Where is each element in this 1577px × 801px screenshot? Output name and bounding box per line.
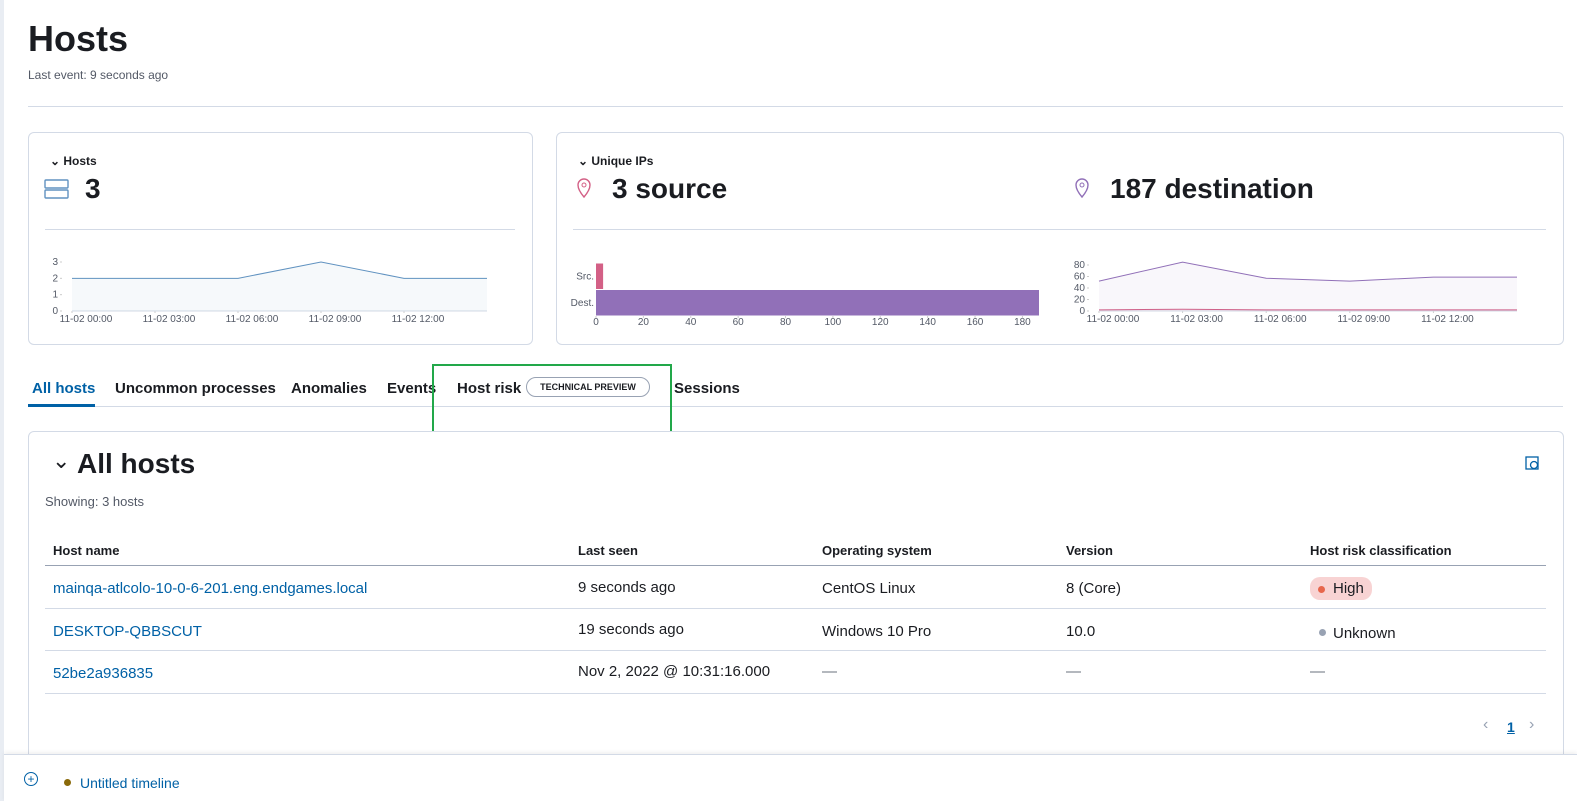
row-line <box>45 650 1546 651</box>
timeline-link[interactable]: Untitled timeline <box>80 775 180 791</box>
tab-indicator <box>28 404 95 407</box>
ips-panel <box>556 132 1564 345</box>
destination-count: 187 destination <box>1110 173 1314 204</box>
hosts-panel-label[interactable]: ⌄ Hosts <box>50 154 97 168</box>
cell: 9 seconds ago <box>578 579 676 596</box>
column-header[interactable]: Last seen <box>578 543 638 558</box>
host-link[interactable]: 52be2a936835 <box>53 665 154 682</box>
icon-part <box>1529 460 1539 470</box>
hosts-count: 3 <box>85 173 101 204</box>
tab[interactable]: Anomalies <box>291 380 367 397</box>
header-line <box>45 565 1546 566</box>
column-header[interactable]: Operating system <box>822 543 932 558</box>
timeline-dot <box>64 779 71 786</box>
risk-dot <box>1318 586 1325 593</box>
column-header[interactable]: Host name <box>53 543 120 558</box>
tab[interactable]: All hosts <box>32 380 96 397</box>
inspect-icon[interactable] <box>1524 455 1542 473</box>
tabs-divider <box>28 406 1563 407</box>
row-line <box>45 693 1546 694</box>
highlight-box <box>432 364 672 436</box>
hosts-panel <box>28 132 533 345</box>
cell: — <box>1066 663 1081 680</box>
ips-panel-label[interactable]: ⌄ Unique IPs <box>578 154 654 168</box>
label: Hosts <box>63 154 97 168</box>
page-number[interactable]: 1 <box>1507 719 1515 735</box>
cell: 10.0 <box>1066 623 1096 640</box>
showing-count: Showing: 3 hosts <box>45 494 145 509</box>
next-page[interactable]: › <box>1529 716 1535 733</box>
prev-page[interactable]: ‹ <box>1483 716 1489 733</box>
icon-part <box>1525 456 1539 470</box>
divider <box>28 106 1563 107</box>
sidebar-edge <box>0 0 4 801</box>
cell: Windows 10 Pro <box>822 623 932 640</box>
risk-label: High <box>1333 580 1364 597</box>
tab[interactable]: Host risk <box>457 380 522 397</box>
tab[interactable]: Events <box>387 380 437 397</box>
section-title: All hosts <box>77 448 196 479</box>
cell: — <box>822 663 837 680</box>
timeline-bar <box>4 754 1577 801</box>
last-event: Last event: 9 seconds ago <box>28 68 169 82</box>
risk-badge: High <box>1310 577 1372 600</box>
label: Unique IPs <box>591 154 654 168</box>
risk-label: Unknown <box>1333 625 1396 642</box>
cell: CentOS Linux <box>822 580 916 597</box>
cell: — <box>1310 663 1325 680</box>
column-header[interactable]: Version <box>1066 543 1113 558</box>
cell: Nov 2, 2022 @ 10:31:16.000 <box>578 663 771 680</box>
page-title: Hosts <box>28 18 129 59</box>
source-count: 3 source <box>612 173 728 204</box>
risk-dot <box>1319 629 1326 636</box>
row-line <box>45 608 1546 609</box>
divider <box>573 229 1546 230</box>
collapse-toggle[interactable]: ⌄ <box>52 448 71 473</box>
tab[interactable]: Uncommon processes <box>115 380 276 397</box>
divider <box>45 229 515 230</box>
tab-badge: TECHNICAL PREVIEW <box>526 377 650 397</box>
hosts-table-panel <box>28 431 1564 801</box>
column-header[interactable]: Host risk classification <box>1310 543 1452 558</box>
tab[interactable]: Sessions <box>674 380 740 397</box>
cell: 8 (Core) <box>1066 580 1122 597</box>
host-link[interactable]: mainqa-atlcolo-10-0-6-201.eng.endgames.l… <box>53 580 368 597</box>
add-timeline[interactable]: + <box>24 772 38 786</box>
cell: 19 seconds ago <box>578 621 684 638</box>
host-link[interactable]: DESKTOP-QBBSCUT <box>53 623 202 640</box>
